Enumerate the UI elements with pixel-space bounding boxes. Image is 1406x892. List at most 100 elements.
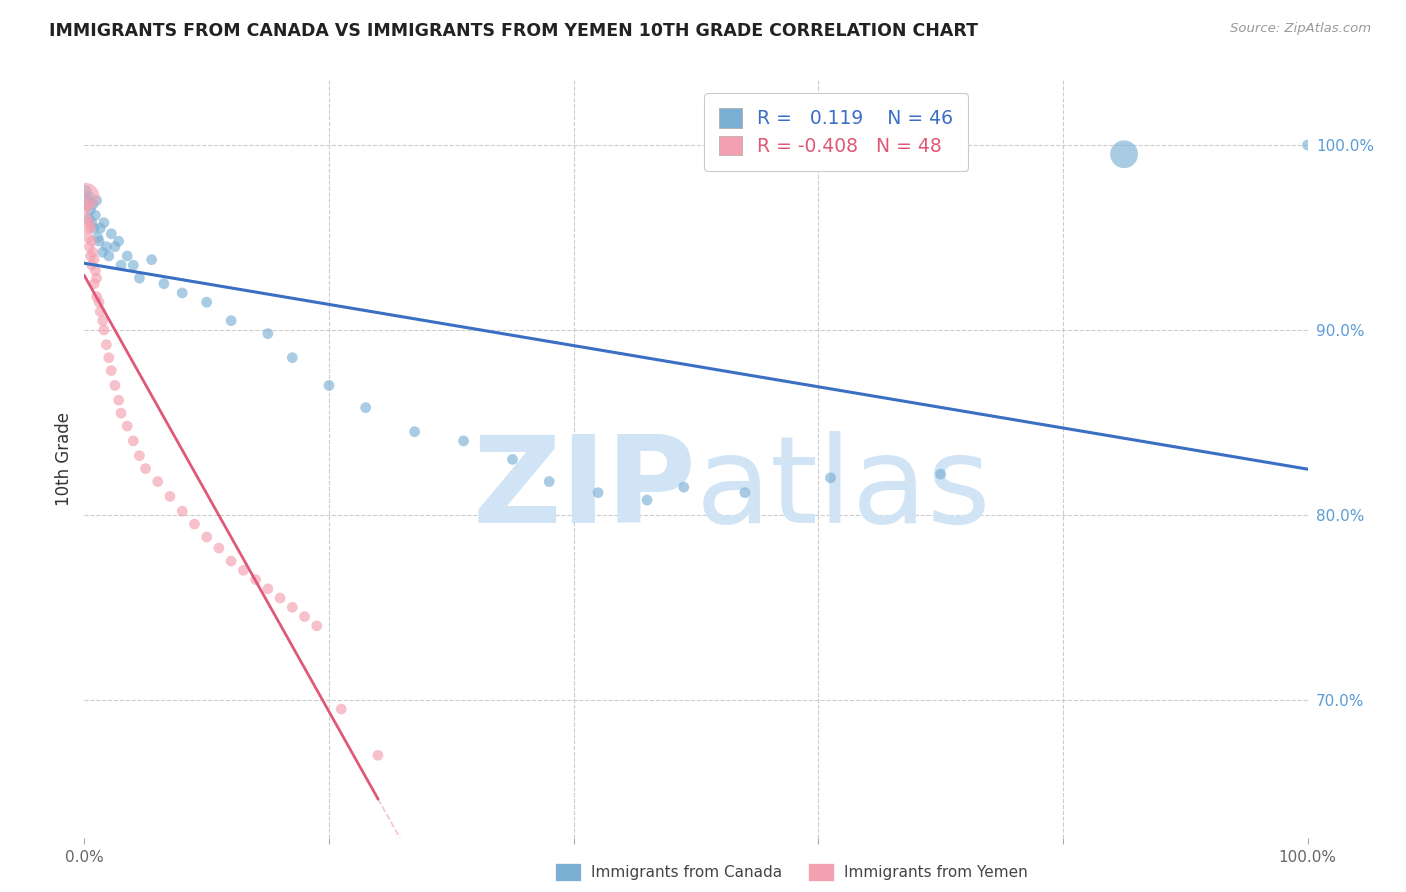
Point (257, 326, 280, 341)
Point (76, 211, 98, 226)
Point (100, 227, 122, 241)
Point (104, 240, 127, 254)
Point (82, 245, 104, 260)
Point (80, 258, 103, 272)
Point (77, 197, 100, 211)
Text: atlas: atlas (696, 431, 991, 549)
Point (86, 194, 108, 208)
Point (502, 452, 524, 467)
Point (107, 393, 129, 408)
Point (79, 221, 101, 235)
Point (89, 221, 111, 235)
Point (97, 249, 120, 263)
Point (122, 258, 145, 272)
Point (75, 190, 97, 204)
Point (83, 277, 105, 291)
Point (281, 351, 304, 365)
Point (77, 211, 100, 226)
Point (1114, 147, 1136, 161)
Point (141, 252, 163, 267)
Text: Immigrants from Canada: Immigrants from Canada (591, 865, 782, 880)
Point (538, 475, 561, 489)
Point (232, 563, 254, 577)
Point (80, 216, 103, 230)
Point (93, 323, 115, 337)
Text: Source: ZipAtlas.com: Source: ZipAtlas.com (1230, 22, 1371, 36)
Point (83, 221, 105, 235)
Point (97, 351, 120, 365)
Text: Immigrants from Yemen: Immigrants from Yemen (844, 865, 1028, 880)
Point (86, 290, 108, 304)
Text: IMMIGRANTS FROM CANADA VS IMMIGRANTS FROM YEMEN 10TH GRADE CORRELATION CHART: IMMIGRANTS FROM CANADA VS IMMIGRANTS FRO… (49, 22, 979, 40)
Point (77, 190, 100, 204)
Legend: R =   0.119    N = 46, R = -0.408   N = 48: R = 0.119 N = 46, R = -0.408 N = 48 (704, 94, 967, 171)
Point (89, 304, 111, 318)
Point (96, 337, 118, 351)
Point (79, 249, 101, 263)
Point (269, 591, 291, 605)
Point (87, 295, 110, 310)
Point (87, 230, 110, 244)
Point (1296, 138, 1319, 153)
Point (195, 530, 218, 544)
Point (104, 378, 127, 392)
Point (820, 471, 842, 485)
Point (672, 480, 695, 494)
Point (305, 619, 328, 633)
Point (76, 221, 98, 235)
Point (318, 378, 340, 392)
Point (86, 271, 108, 285)
Point (77, 216, 100, 230)
Point (245, 573, 267, 587)
Point (77, 230, 100, 244)
Point (367, 748, 389, 763)
Point (87, 234, 110, 248)
Point (110, 406, 132, 420)
Point (153, 277, 176, 291)
Point (354, 401, 377, 415)
Point (281, 600, 304, 615)
Point (294, 609, 316, 624)
Point (77, 240, 100, 254)
Text: ZIP: ZIP (472, 431, 696, 549)
Point (135, 461, 157, 475)
Y-axis label: 10th Grade: 10th Grade (55, 412, 73, 507)
Point (128, 449, 150, 463)
Point (172, 504, 194, 518)
Point (219, 314, 242, 328)
Point (195, 295, 218, 310)
Point (83, 252, 105, 267)
Point (96, 240, 118, 254)
Point (128, 271, 150, 285)
Point (453, 434, 475, 448)
Point (77, 197, 100, 211)
Point (75, 184, 97, 198)
Point (107, 234, 129, 248)
Point (82, 197, 104, 211)
Point (219, 554, 242, 568)
Point (586, 485, 609, 500)
Point (84, 264, 107, 278)
Point (115, 249, 138, 263)
Point (208, 541, 231, 556)
Point (84, 208, 107, 222)
Point (636, 493, 658, 508)
Point (122, 434, 145, 448)
Point (91, 245, 114, 260)
Point (734, 485, 756, 500)
Point (929, 467, 952, 482)
Point (404, 425, 426, 439)
Point (159, 489, 181, 503)
Point (257, 582, 280, 596)
Point (76, 194, 98, 208)
Point (79, 202, 101, 217)
Point (172, 285, 194, 300)
Point (80, 234, 103, 248)
Point (115, 419, 138, 434)
Point (75, 202, 97, 217)
Point (183, 517, 205, 532)
Point (100, 363, 122, 377)
Point (146, 475, 169, 489)
Point (110, 258, 132, 272)
Point (91, 314, 114, 328)
